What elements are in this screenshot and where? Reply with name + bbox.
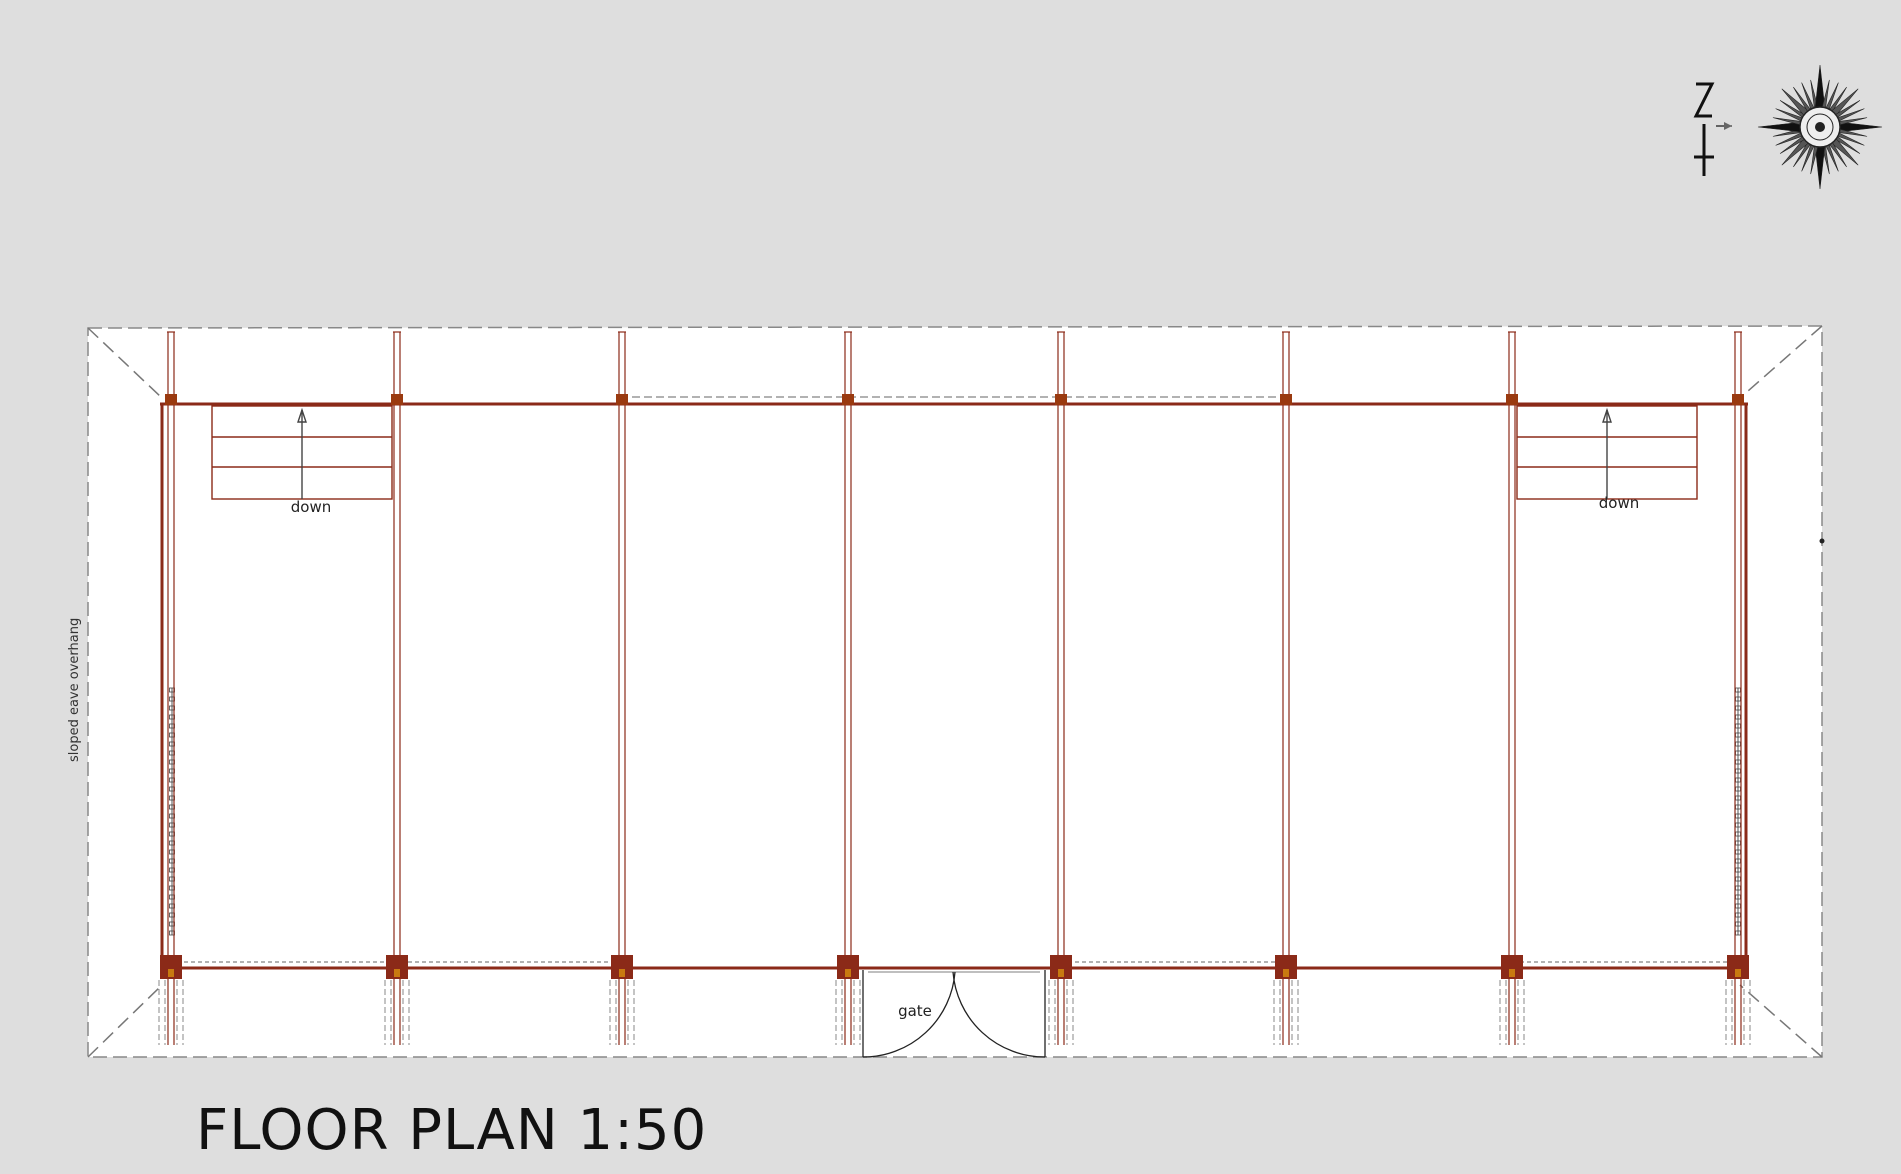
roof-hip-lines (87, 325, 1823, 1058)
column (1501, 331, 1523, 1045)
columns (160, 331, 1749, 1045)
column (611, 331, 633, 1045)
stair-left-label: down (291, 498, 331, 516)
column (160, 331, 182, 1045)
stair-arrow-icon (297, 407, 307, 423)
column (1275, 331, 1297, 1045)
column-extensions (158, 980, 1751, 1045)
column (837, 331, 859, 1045)
column (1727, 331, 1749, 1045)
roof-outline (87, 325, 1823, 1058)
rails (170, 396, 1740, 963)
column (386, 331, 408, 1045)
stair-right-label: down (1599, 494, 1639, 512)
eave-note: sloped eave overhang (67, 618, 82, 762)
drawing-title: FLOOR PLAN 1:50 (196, 1098, 708, 1163)
gate-label: gate (898, 1002, 932, 1020)
stair-left (211, 405, 393, 500)
stair-arrow-icon (1602, 407, 1612, 423)
north-letter-icon (1693, 82, 1732, 176)
stair-right (1516, 405, 1698, 500)
survey-point (1819, 538, 1825, 544)
column (1050, 331, 1072, 1045)
gate (862, 970, 1046, 1058)
wall-frame (160, 402, 1748, 970)
compass-rose-icon (1757, 64, 1883, 190)
